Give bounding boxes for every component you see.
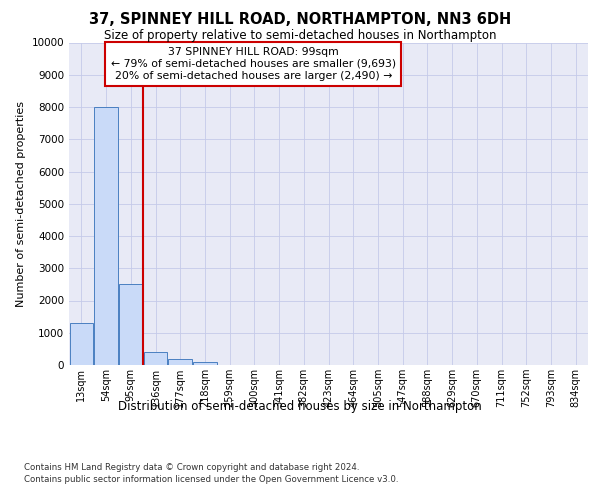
Bar: [144, 352, 167, 365]
Text: 37 SPINNEY HILL ROAD: 99sqm
← 79% of semi-detached houses are smaller (9,693)
20: 37 SPINNEY HILL ROAD: 99sqm ← 79% of sem…: [110, 48, 396, 80]
Text: 37, SPINNEY HILL ROAD, NORTHAMPTON, NN3 6DH: 37, SPINNEY HILL ROAD, NORTHAMPTON, NN3 …: [89, 12, 511, 28]
Text: Contains HM Land Registry data © Crown copyright and database right 2024.: Contains HM Land Registry data © Crown c…: [24, 462, 359, 471]
Bar: [193, 362, 217, 365]
Text: Size of property relative to semi-detached houses in Northampton: Size of property relative to semi-detach…: [104, 29, 496, 42]
Bar: [169, 360, 192, 365]
Bar: [70, 323, 93, 365]
Bar: [94, 107, 118, 365]
Bar: [119, 284, 143, 365]
Y-axis label: Number of semi-detached properties: Number of semi-detached properties: [16, 101, 26, 306]
Text: Contains public sector information licensed under the Open Government Licence v3: Contains public sector information licen…: [24, 475, 398, 484]
Text: Distribution of semi-detached houses by size in Northampton: Distribution of semi-detached houses by …: [118, 400, 482, 413]
